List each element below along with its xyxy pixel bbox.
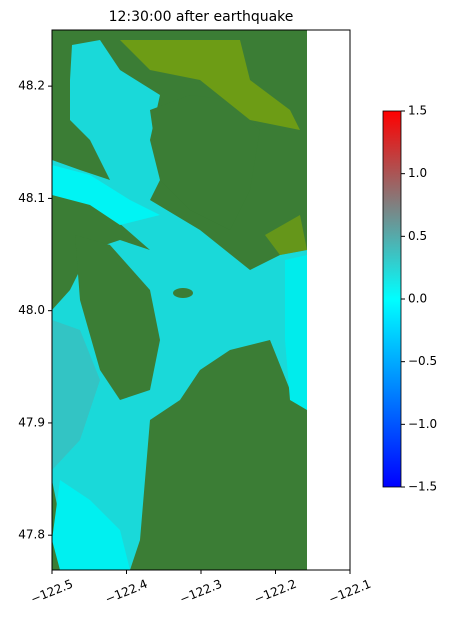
colorbar-tick-label: 1.0 xyxy=(408,166,427,180)
y-tick-label: 48.1 xyxy=(18,191,45,205)
y-tick-label: 47.9 xyxy=(18,415,45,429)
x-tick-label: −122.2 xyxy=(252,577,298,607)
y-tick-label: 47.8 xyxy=(18,528,45,542)
colorbar-tick-label: −1.0 xyxy=(408,417,437,431)
x-tick-label: −122.1 xyxy=(327,577,373,607)
x-tick-label: −122.3 xyxy=(178,577,224,607)
y-tick-label: 48.2 xyxy=(18,79,45,93)
chart-title: 12:30:00 after earthquake xyxy=(109,9,294,25)
y-tick-label: 48.0 xyxy=(18,303,45,317)
colorbar-tick-label: −1.5 xyxy=(408,480,437,494)
colorbar-tick-label: −0.5 xyxy=(408,354,437,368)
colorbar-tick-label: 0.0 xyxy=(408,292,427,306)
colorbar-tick-label: 1.5 xyxy=(408,104,427,118)
colorbar xyxy=(382,110,402,488)
colorbar-tick-label: 0.5 xyxy=(408,229,427,243)
x-tick-label: −122.4 xyxy=(103,577,149,607)
x-tick-label: −122.5 xyxy=(29,577,75,607)
map-image xyxy=(52,30,350,570)
